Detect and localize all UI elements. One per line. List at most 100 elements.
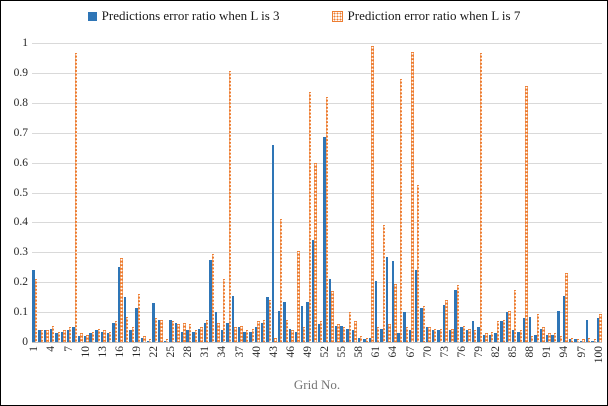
bar-group-grid-25 xyxy=(169,43,175,342)
bar-group-grid-70 xyxy=(425,43,432,342)
bar-group-grid-44 xyxy=(277,43,283,342)
x-tick-label: 43 xyxy=(267,346,280,358)
bar-l7-grid-98 xyxy=(588,337,591,342)
bar-l7-grid-56 xyxy=(348,312,351,342)
bar-l3-grid-37 xyxy=(237,327,241,342)
bar-l7-grid-12 xyxy=(97,328,100,342)
x-tick-label: 55 xyxy=(336,346,349,358)
legend-item-l3[interactable]: Predictions error ratio when L is 3 xyxy=(87,8,280,24)
bar-group-grid-85 xyxy=(511,43,517,342)
bar-group-grid-95 xyxy=(568,43,574,342)
bar-l7-grid-27 xyxy=(183,322,186,342)
x-tick-label: 76 xyxy=(455,346,468,358)
bar-l7-grid-37 xyxy=(240,325,243,342)
bar-group-grid-17 xyxy=(123,43,129,342)
bar-l7-grid-76 xyxy=(462,325,465,342)
bar-l3-grid-42 xyxy=(266,297,269,342)
bar-l3-grid-12 xyxy=(95,330,98,342)
bar-group-grid-20 xyxy=(140,43,146,342)
bar-l3-grid-72 xyxy=(437,330,440,342)
bar-l3-grid-62 xyxy=(380,328,383,342)
bar-l3-grid-83 xyxy=(500,321,503,342)
bar-l3-grid-57 xyxy=(351,330,355,342)
bar-l7-grid-28 xyxy=(188,324,192,342)
bar-group-grid-9 xyxy=(78,43,84,342)
bar-l7-grid-75 xyxy=(456,285,460,342)
bar-l3-grid-24 xyxy=(163,340,167,342)
legend-item-l7[interactable]: Prediction error ratio when L is 7 xyxy=(331,8,520,24)
x-tick-label: 79 xyxy=(472,346,485,358)
bar-l3-grid-95 xyxy=(568,339,571,342)
y-tick-label: 0.3 xyxy=(13,246,28,259)
bar-group-grid-83 xyxy=(500,43,506,342)
bar-group-grid-90 xyxy=(540,43,546,342)
bar-l7-grid-81 xyxy=(491,331,494,342)
bar-group-grid-3 xyxy=(43,43,49,342)
bar-group-grid-5 xyxy=(55,43,61,342)
x-tick-label: 25 xyxy=(165,346,178,358)
bar-l3-grid-18 xyxy=(129,330,132,342)
bar-group-grid-32 xyxy=(209,43,215,342)
bar-l3-grid-10 xyxy=(83,336,87,342)
bar-l7-grid-58 xyxy=(359,336,363,342)
bar-group-grid-49 xyxy=(306,43,312,342)
bar-group-grid-35 xyxy=(226,43,232,342)
bar-l3-grid-45 xyxy=(283,301,286,342)
bar-l7-grid-36 xyxy=(234,327,237,342)
bar-l7-grid-90 xyxy=(542,327,545,342)
bar-group-grid-54 xyxy=(334,43,340,342)
bar-l3-grid-90 xyxy=(540,328,543,342)
y-tick-label: 0.1 xyxy=(13,306,28,319)
bar-l7-grid-83 xyxy=(502,319,505,342)
bar-l7-grid-47 xyxy=(297,250,300,342)
gridline xyxy=(32,102,602,104)
x-tick-label: 34 xyxy=(216,346,229,358)
bar-l3-grid-35 xyxy=(226,322,229,342)
bar-l7-grid-48 xyxy=(302,327,306,342)
bar-group-grid-16 xyxy=(118,43,124,342)
x-tick-label: 13 xyxy=(96,346,109,358)
bar-l3-grid-82 xyxy=(494,333,497,342)
bar-l7-grid-86 xyxy=(519,330,522,342)
bar-group-grid-22 xyxy=(152,43,158,342)
bar-l7-grid-49 xyxy=(308,92,311,342)
bar-l3-grid-66 xyxy=(403,312,406,342)
x-tick-label: 91 xyxy=(541,346,554,358)
bar-group-grid-51 xyxy=(317,43,323,342)
bar-group-grid-27 xyxy=(180,43,186,342)
bar-l3-grid-55 xyxy=(340,325,343,342)
plot-area[interactable] xyxy=(32,43,602,343)
bar-l3-grid-96 xyxy=(574,339,577,342)
bar-l7-grid-17 xyxy=(126,316,129,342)
bar-l3-grid-11 xyxy=(89,333,92,342)
bar-l7-grid-21 xyxy=(148,339,152,342)
bar-group-grid-39 xyxy=(249,43,255,342)
bar-group-grid-66 xyxy=(403,43,409,342)
bar-group-grid-37 xyxy=(237,43,243,342)
bar-l7-grid-71 xyxy=(434,328,437,342)
bar-l3-grid-56 xyxy=(346,328,349,342)
bar-l7-grid-73 xyxy=(445,300,448,342)
bar-l7-grid-40 xyxy=(257,321,260,342)
bar-l3-grid-17 xyxy=(123,297,127,342)
bar-l3-grid-61 xyxy=(374,280,378,342)
bar-l7-grid-3 xyxy=(46,330,49,342)
bar-l3-grid-29 xyxy=(192,331,195,342)
bar-l3-grid-51 xyxy=(317,324,320,342)
bar-l3-grid-8 xyxy=(72,327,75,342)
bar-l3-grid-23 xyxy=(157,319,161,342)
bar-l7-grid-8 xyxy=(74,53,78,342)
bar-group-grid-63 xyxy=(386,43,392,342)
bar-group-grid-10 xyxy=(83,43,89,342)
bar-l7-grid-44 xyxy=(280,219,283,342)
x-tick-label: 46 xyxy=(284,346,297,358)
bar-l7-grid-97 xyxy=(582,339,585,342)
bar-l3-grid-86 xyxy=(517,331,520,342)
bar-group-grid-80 xyxy=(483,43,489,342)
bar-group-grid-89 xyxy=(534,43,540,342)
bar-l7-grid-9 xyxy=(80,333,83,342)
bar-group-grid-31 xyxy=(203,43,209,342)
bar-group-grid-34 xyxy=(220,43,226,342)
bar-group-grid-74 xyxy=(448,43,454,342)
bar-group-grid-26 xyxy=(175,43,181,342)
